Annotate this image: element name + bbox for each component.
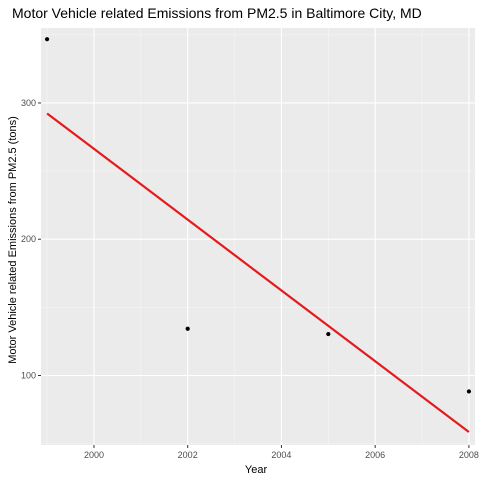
x-tick-label: 2008 bbox=[459, 450, 479, 460]
x-tick-label: 2006 bbox=[365, 450, 385, 460]
x-axis-title: Year bbox=[245, 464, 268, 476]
data-point bbox=[44, 37, 50, 42]
chart-title: Motor Vehicle related Emissions from PM2… bbox=[12, 5, 422, 21]
data-point bbox=[466, 389, 472, 394]
trendline bbox=[46, 112, 470, 433]
points-layer bbox=[44, 37, 472, 394]
data-point bbox=[185, 326, 190, 331]
y-tick-label: 300 bbox=[21, 98, 36, 108]
y-tick-label: 100 bbox=[21, 371, 36, 381]
grid-minor bbox=[41, 28, 475, 445]
y-axis-title: Motor Vehicle related Emissions from PM2… bbox=[7, 116, 19, 364]
trendline-layer bbox=[46, 112, 470, 433]
x-axis: 2000 2002 2004 2006 2008 bbox=[84, 445, 479, 460]
x-tick-label: 2004 bbox=[271, 450, 291, 460]
plot-panel bbox=[41, 28, 475, 445]
y-tick-label: 200 bbox=[21, 234, 36, 244]
x-tick-label: 2002 bbox=[178, 450, 198, 460]
data-point bbox=[326, 331, 331, 337]
x-tick-label: 2000 bbox=[84, 450, 104, 460]
grid-major bbox=[41, 28, 475, 445]
y-axis: 100 200 300 bbox=[21, 98, 41, 381]
